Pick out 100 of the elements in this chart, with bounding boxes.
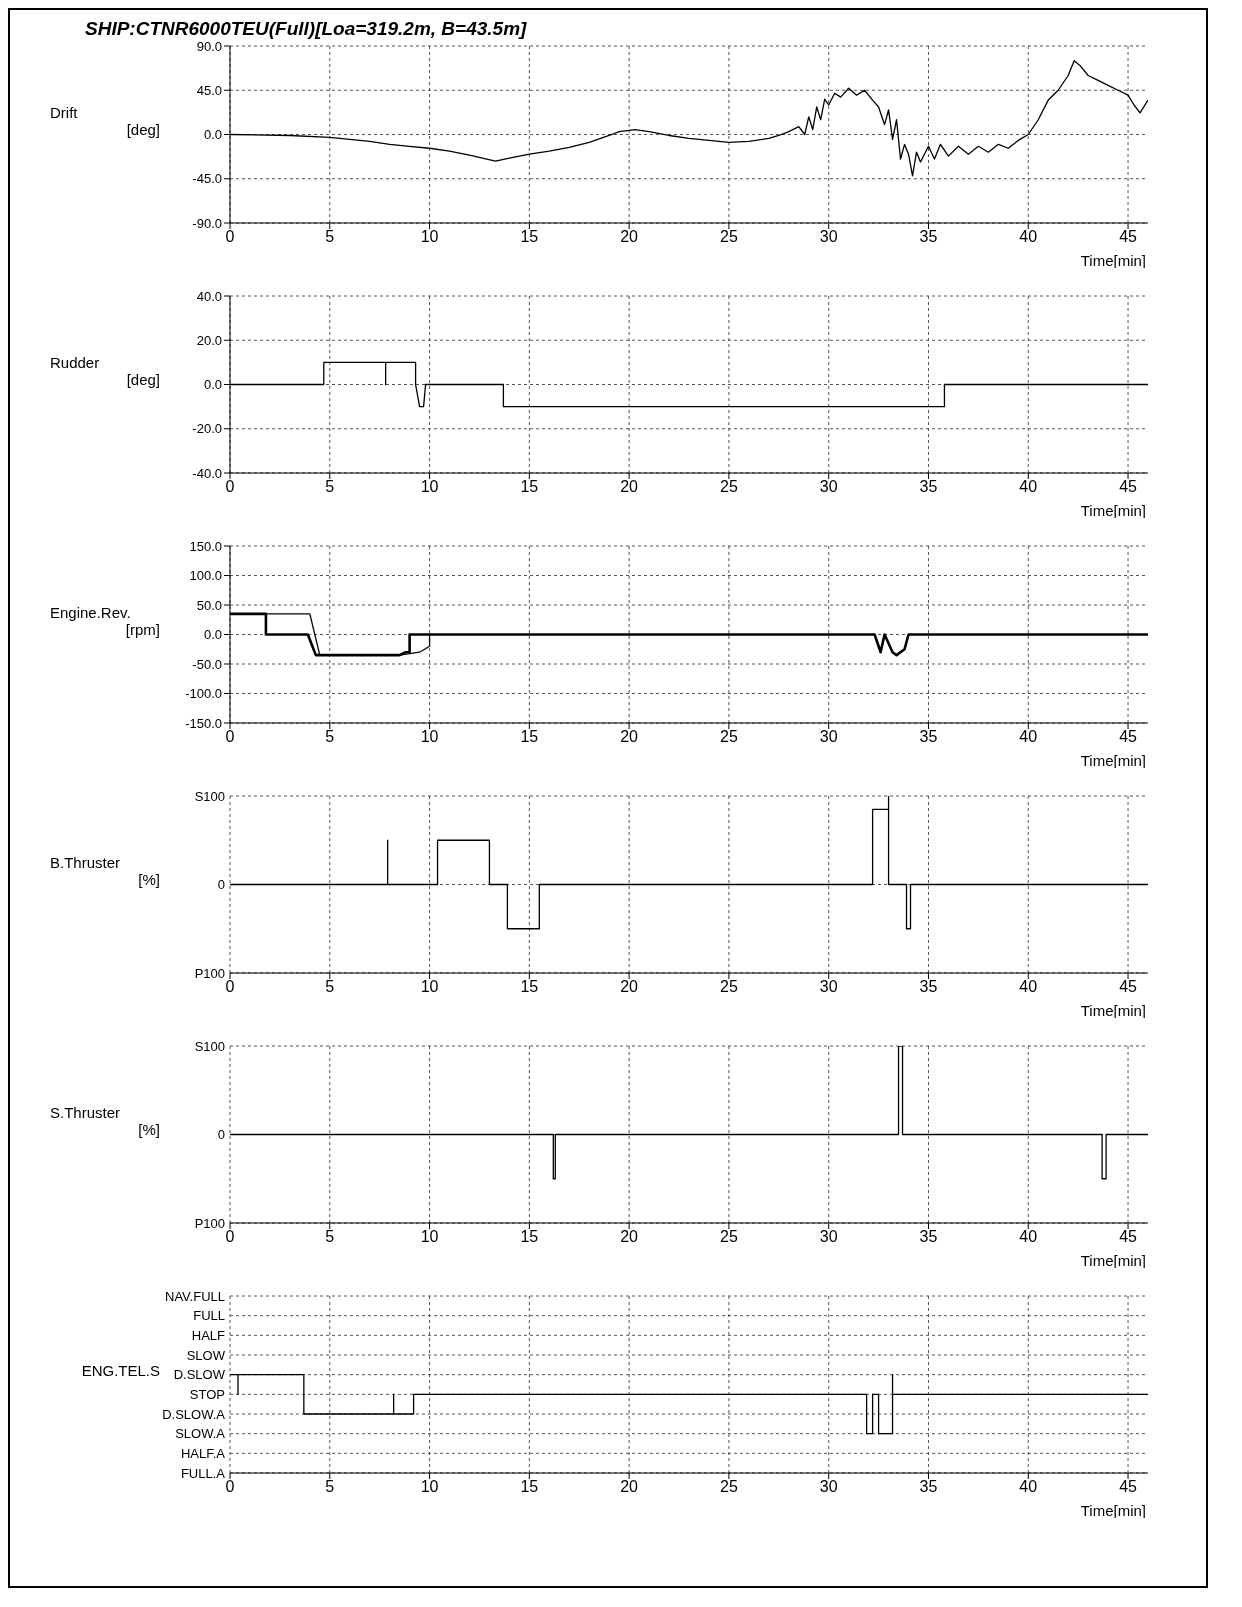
x-tick-label: 20: [620, 228, 639, 246]
x-tick-label: 0: [225, 1228, 235, 1246]
x-tick-label: 45: [1119, 728, 1138, 746]
x-tick-label: 20: [620, 728, 639, 746]
x-tick-label: 20: [620, 1228, 639, 1246]
x-tick-label: 30: [819, 1478, 838, 1496]
x-tick-label: 40: [1019, 1478, 1038, 1496]
x-tick-label: 30: [819, 978, 838, 996]
x-tick-label: 10: [420, 478, 439, 496]
x-tick-label: 30: [819, 1228, 838, 1246]
x-tick-label: 15: [520, 478, 539, 496]
text: SLOW.A: [175, 1426, 226, 1442]
y-tick-label: -100.0: [185, 686, 222, 702]
x-tick-label: 45: [1119, 478, 1138, 496]
x-tick-label: 30: [819, 478, 838, 496]
x-tick-label: 15: [520, 1478, 539, 1496]
x-tick-label: 5: [325, 478, 335, 496]
x-tick-label: 0: [225, 1478, 235, 1496]
text: SLOW: [186, 1347, 226, 1363]
x-tick-label: 40: [1019, 978, 1038, 996]
text: D.SLOW: [173, 1367, 226, 1383]
x-tick-label: 10: [420, 728, 439, 746]
x-tick-label: 30: [819, 728, 838, 746]
x-tick-label: 45: [1119, 228, 1138, 246]
x-tick-label: 0: [225, 728, 235, 746]
text: HALF: [191, 1327, 226, 1343]
x-tick-label: 35: [919, 478, 938, 496]
x-tick-label: 35: [919, 228, 938, 246]
y-tick-label: -40.0: [192, 465, 222, 481]
x-tick-label: 5: [325, 728, 335, 746]
x-tick-label: 20: [620, 1478, 639, 1496]
text: FULL: [193, 1308, 225, 1324]
x-tick-label: 30: [819, 228, 838, 246]
text: P100: [194, 1215, 225, 1231]
text: HALF.A: [180, 1445, 226, 1461]
x-tick-label: 5: [325, 1478, 335, 1496]
y-tick-label: 0.0: [203, 377, 222, 393]
x-tick-label: 45: [1119, 1228, 1138, 1246]
y-tick-label: 0.0: [203, 127, 222, 143]
text: P100: [194, 965, 225, 981]
x-tick-label: 35: [919, 728, 938, 746]
x-tick-label: 25: [720, 728, 738, 746]
y-tick-label: -50.0: [192, 656, 222, 672]
y-axis-title: ENG.TEL.S: [80, 1362, 160, 1379]
x-tick-label: 25: [720, 228, 738, 246]
x-tick-label: 40: [1019, 728, 1038, 746]
x-tick-label: 35: [919, 1478, 938, 1496]
x-tick-label: 10: [420, 228, 439, 246]
text: NAV.FULL: [165, 1288, 225, 1304]
y-tick-label: -150.0: [185, 715, 222, 731]
x-tick-label: 5: [325, 978, 335, 996]
x-tick-label: 20: [620, 978, 639, 996]
text: B.Thruster [%]: [50, 853, 160, 888]
x-tick-label: 15: [520, 228, 539, 246]
text: D.SLOW.A: [162, 1406, 226, 1422]
x-tick-label: 0: [225, 478, 235, 496]
y-axis-title: Engine.Rev. [rpm]: [50, 603, 160, 638]
x-tick-label: 40: [1019, 1228, 1038, 1246]
y-tick-label: 50.0: [196, 597, 222, 613]
x-tick-label: 25: [720, 1478, 738, 1496]
y-tick-label: 40.0: [196, 288, 222, 304]
x-tick-label: 25: [720, 978, 738, 996]
y-tick-label: 20.0: [196, 332, 222, 348]
x-tick-label: 40: [1019, 228, 1038, 246]
x-tick-label: 10: [420, 978, 439, 996]
x-tick-label: 35: [919, 1228, 938, 1246]
text: FULL.A: [180, 1465, 226, 1481]
y-tick-label: 0.0: [203, 627, 222, 643]
x-tick-label: 25: [720, 1228, 738, 1246]
text: 0: [217, 1127, 225, 1143]
text: STOP: [189, 1386, 225, 1402]
x-tick-label: 25: [720, 478, 738, 496]
x-tick-label: 10: [420, 1478, 439, 1496]
y-tick-label: -20.0: [192, 421, 222, 437]
x-tick-label: 0: [225, 978, 235, 996]
y-tick-label: 90.0: [196, 38, 222, 54]
y-tick-label: -45.0: [192, 171, 222, 187]
text: S100: [194, 788, 225, 804]
text: Drift [deg]: [50, 103, 160, 138]
x-tick-label: 45: [1119, 978, 1138, 996]
x-tick-label: 45: [1119, 1478, 1138, 1496]
x-tick-label: 35: [919, 978, 938, 996]
x-tick-label: 10: [420, 1228, 439, 1246]
y-tick-label: 45.0: [196, 82, 222, 98]
y-tick-label: 100.0: [189, 568, 222, 584]
x-tick-label: 15: [520, 978, 539, 996]
x-tick-label: 0: [225, 228, 235, 246]
x-tick-label: 40: [1019, 478, 1038, 496]
x-tick-label: 5: [325, 228, 335, 246]
x-tick-label: 15: [520, 1228, 539, 1246]
text: S.Thruster [%]: [50, 1103, 160, 1138]
text: S100: [194, 1038, 225, 1054]
text: Rudder [deg]: [50, 353, 160, 388]
text: 0: [217, 877, 225, 893]
y-tick-label: 150.0: [189, 538, 222, 554]
x-tick-label: 20: [620, 478, 639, 496]
chart-title: SHIP:CTNR6000TEU(Full)[Loa=319.2m, B=43.5m]: [85, 18, 527, 40]
y-tick-label: -90.0: [192, 215, 222, 231]
x-tick-label: 15: [520, 728, 539, 746]
x-tick-label: 5: [325, 1228, 335, 1246]
